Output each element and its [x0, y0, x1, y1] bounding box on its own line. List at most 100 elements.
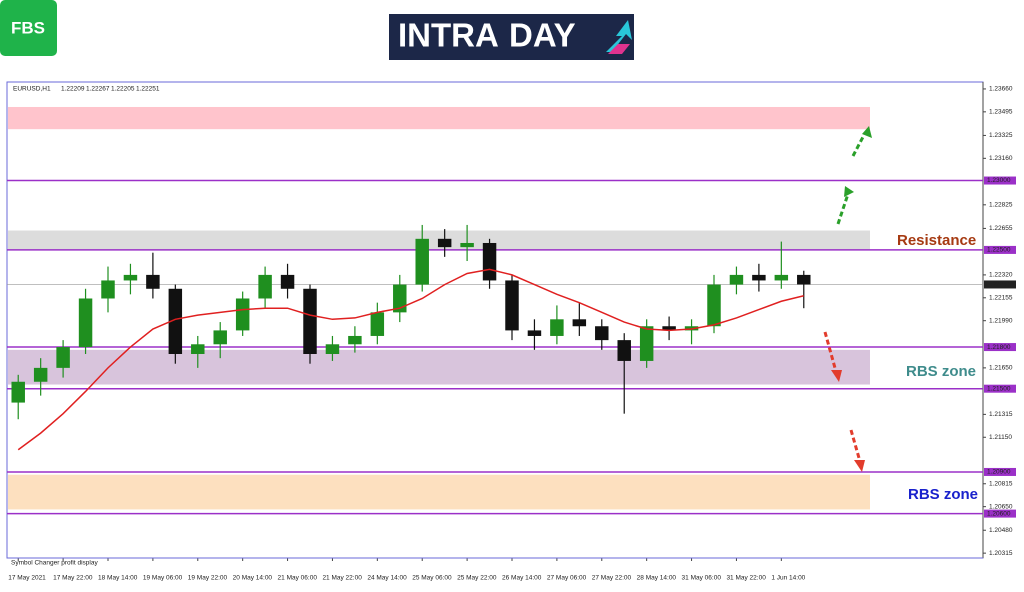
annotation: RBS zone [906, 363, 976, 380]
y-tick-label: 1.20815 [989, 480, 1013, 487]
last-price-tag [984, 280, 1016, 289]
moving-average [17, 268, 804, 451]
candle-body [595, 326, 609, 341]
candle-body [527, 330, 542, 336]
candle-body [729, 274, 744, 285]
y-tick-label: 1.21990 [989, 317, 1013, 324]
x-tick-label: 28 May 14:00 [637, 575, 677, 582]
candle-body [482, 242, 497, 281]
x-tick-label: 21 May 22:00 [322, 575, 362, 582]
y-tick-label: 1.22655 [989, 225, 1013, 232]
y-tick-label: 1.22155 [989, 295, 1013, 302]
candle-body [460, 242, 474, 248]
arrow-head [862, 126, 872, 138]
arrow-head [831, 370, 842, 382]
x-tick-label: 17 May 2021 [8, 575, 46, 582]
candle-body [774, 274, 789, 281]
candle-body [437, 238, 452, 248]
candle-body [348, 335, 362, 345]
x-tick-label: 25 May 22:00 [457, 575, 497, 582]
y-tick-label: 1.22320 [989, 272, 1013, 279]
arrow-head [854, 460, 865, 472]
level-tag [984, 176, 1016, 185]
zone [8, 474, 870, 510]
candle-body [78, 298, 93, 348]
quote: 1.22209 1.22267 1.22205 1.22251 [61, 86, 160, 93]
x-tick-label: 19 May 22:00 [188, 575, 228, 582]
candle-body [56, 347, 70, 368]
level-label: 1.21500 [987, 385, 1011, 392]
x-tick-label: 18 May 14:00 [98, 575, 138, 582]
level-label: 1.23000 [987, 177, 1011, 184]
y-tick-label: 1.20480 [989, 527, 1013, 534]
candle-body [213, 330, 227, 345]
candle-body [550, 319, 564, 336]
x-tick-label: 25 May 06:00 [412, 575, 452, 582]
candle-body [168, 288, 183, 354]
down-arrows [823, 331, 865, 472]
level-label: 1.21800 [987, 344, 1011, 351]
y-tick-label: 1.21650 [989, 365, 1013, 372]
quote-value: 1.22267 [86, 86, 110, 93]
x-tick-label: 27 May 06:00 [547, 575, 587, 582]
candle-body [123, 274, 138, 281]
y-tick-label: 1.21315 [989, 411, 1013, 418]
title-right: DAY [509, 17, 576, 54]
candle-body [707, 284, 721, 327]
candle-body [617, 340, 631, 361]
candle-body [572, 319, 587, 327]
level-label: 1.20600 [987, 510, 1011, 517]
candle-body [146, 274, 160, 289]
level-label: 1.22500 [987, 247, 1011, 254]
zone [8, 349, 870, 385]
candle-body [370, 312, 385, 336]
level-tag [984, 245, 1016, 254]
x-tick-label: 17 May 22:00 [53, 575, 93, 582]
candle-body [639, 326, 654, 361]
symbol: EURUSD,H1 [13, 86, 51, 93]
x-tick-label: 24 May 14:00 [367, 575, 407, 582]
y-tick-label: 1.23660 [989, 86, 1013, 93]
arrow-head [844, 186, 854, 197]
arrow [851, 134, 866, 157]
x-tick-label: 31 May 22:00 [726, 575, 766, 582]
logo-badge [0, 0, 57, 56]
x-tick-label: 27 May 22:00 [592, 575, 632, 582]
candle-body [505, 280, 519, 331]
x-tick-label: 1 Jun 14:00 [771, 575, 805, 582]
candle-body [415, 238, 429, 285]
quote-value: 1.22251 [136, 86, 160, 93]
candle-body [662, 326, 676, 331]
plot: 1.23660 1.23495 1.23325 1.23160 1.22825 1.226… [7, 86, 1016, 582]
x-tick-label: 31 May 06:00 [682, 575, 722, 582]
candle-body [303, 288, 317, 354]
x-tick-label: 19 May 06:00 [143, 575, 183, 582]
x-tick-label: 21 May 06:00 [278, 575, 318, 582]
quote-value: 1.22209 [61, 86, 85, 93]
level-tag [984, 509, 1016, 518]
zone [8, 106, 870, 130]
title-arrow [606, 20, 632, 52]
candle-body [393, 284, 407, 313]
candle-body [191, 344, 205, 354]
candle-body [797, 274, 811, 285]
y-tick-label: 1.23325 [989, 132, 1013, 139]
title-box [389, 14, 634, 60]
candle-body [280, 274, 295, 289]
candle-body [33, 367, 48, 382]
last-price-label: 1.22251 [987, 281, 1011, 288]
level-tag [984, 384, 1016, 393]
annotation: Resistance [897, 232, 976, 249]
title-arrow-accent [608, 44, 630, 54]
y-tick-label: 1.23495 [989, 109, 1013, 116]
x-tick-label: 20 May 14:00 [233, 575, 273, 582]
candle-body [101, 280, 115, 299]
level-tag [984, 343, 1016, 352]
x-tick-label: 26 May 14:00 [502, 575, 542, 582]
logo-text: FBS [11, 18, 45, 37]
level-label: 1.20900 [987, 469, 1011, 476]
candle-body [11, 381, 25, 403]
arrow [849, 429, 861, 459]
